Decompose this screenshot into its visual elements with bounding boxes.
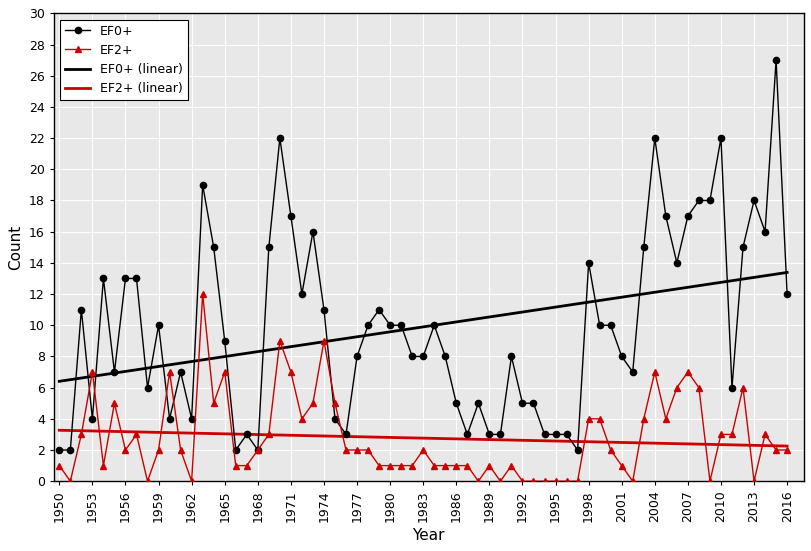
EF2+ <box>66 478 75 484</box>
EF0+ <box>770 57 780 63</box>
EF0+ <box>384 322 394 328</box>
EF0+ <box>165 415 174 422</box>
Line: EF2+: EF2+ <box>56 291 789 484</box>
EF0+ <box>726 385 736 391</box>
Line: EF0+: EF0+ <box>56 57 789 453</box>
EF2+ <box>781 447 791 453</box>
EF2+ <box>627 478 637 484</box>
EF0+ <box>605 322 615 328</box>
EF2+ <box>407 462 417 469</box>
EF0+ <box>781 291 791 298</box>
X-axis label: Year: Year <box>412 528 444 543</box>
Legend: EF0+, EF2+, EF0+ (linear), EF2+ (linear): EF0+, EF2+, EF0+ (linear), EF2+ (linear) <box>60 20 187 100</box>
EF2+ <box>198 291 208 298</box>
EF0+ <box>54 447 64 453</box>
EF2+ <box>374 462 384 469</box>
EF2+ <box>153 447 163 453</box>
EF0+ <box>143 385 152 391</box>
EF0+ <box>352 353 362 360</box>
Y-axis label: Count: Count <box>8 225 24 270</box>
EF2+ <box>737 385 747 391</box>
EF2+ <box>121 447 131 453</box>
EF2+ <box>54 462 64 469</box>
